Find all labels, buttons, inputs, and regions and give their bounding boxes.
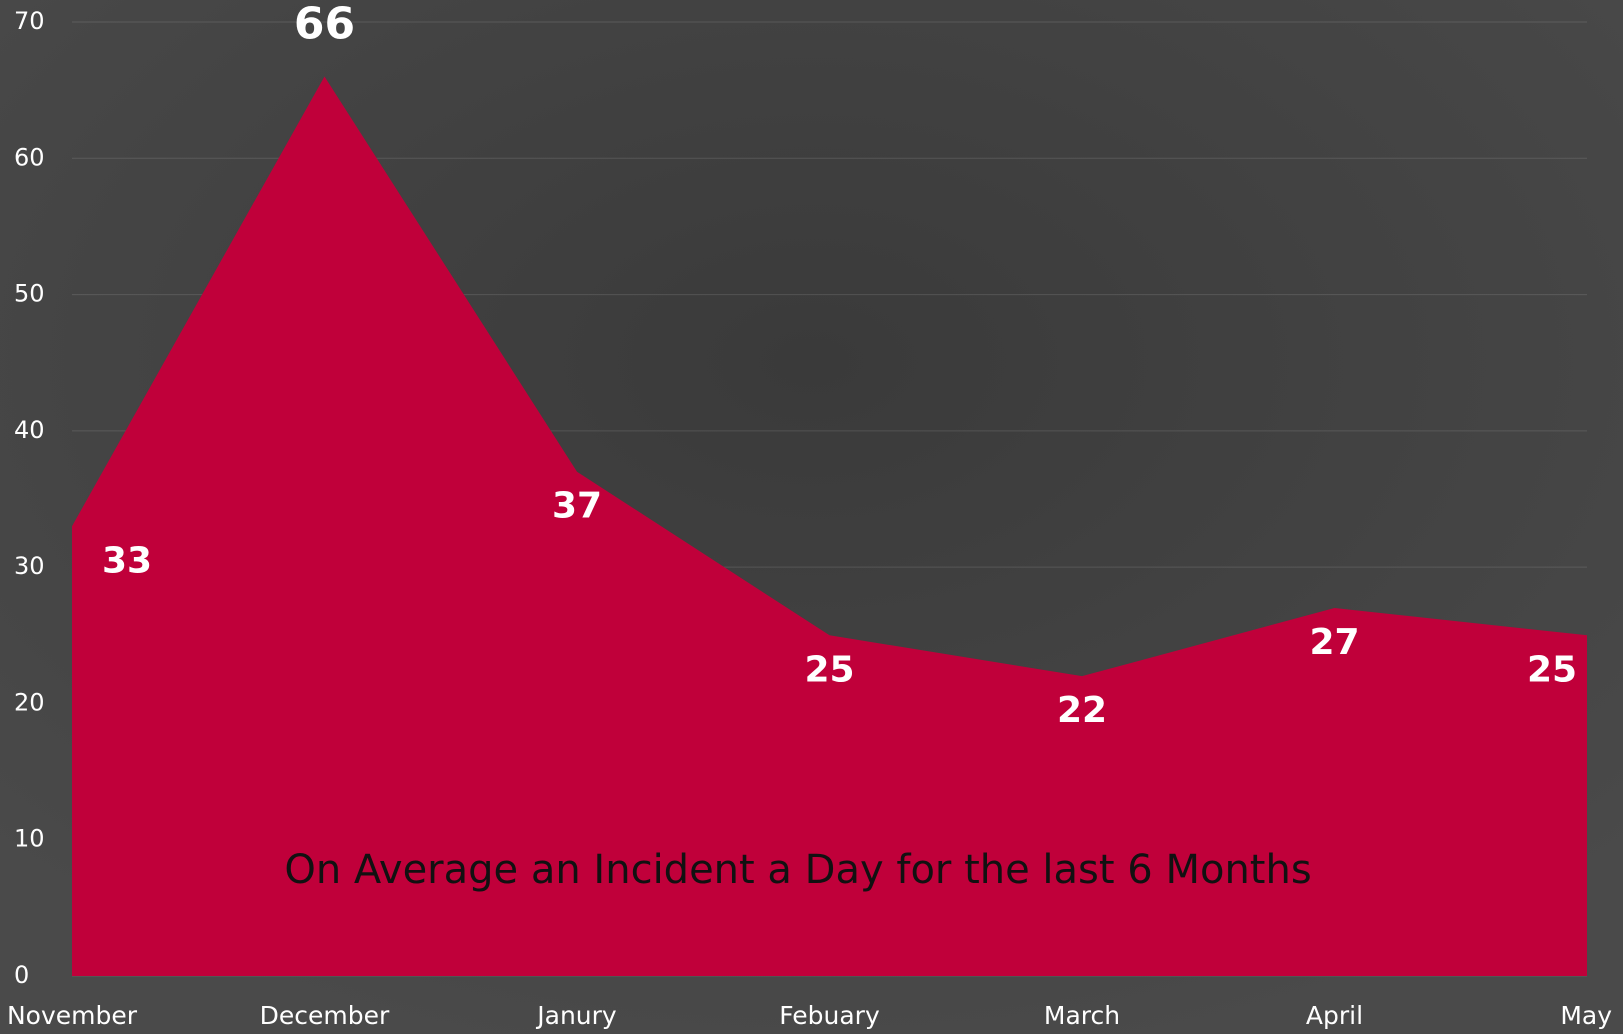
x-tick-label: Janury: [535, 1001, 617, 1030]
y-tick-label: 60: [14, 143, 45, 171]
data-label: 33: [102, 540, 152, 581]
annotation: On Average an Incident a Day for the las…: [284, 847, 1311, 893]
data-label: 27: [1309, 622, 1359, 663]
x-tick-label: May: [1560, 1001, 1612, 1030]
x-tick-label: Febuary: [779, 1001, 880, 1030]
data-label: 25: [1527, 649, 1577, 690]
y-tick-label: 70: [14, 7, 45, 35]
x-tick-label: March: [1044, 1001, 1120, 1030]
x-tick-label: November: [7, 1001, 138, 1030]
data-label: 66: [294, 0, 355, 50]
data-label: 37: [552, 486, 602, 527]
y-tick-label: 50: [14, 280, 45, 308]
x-tick-label: April: [1306, 1001, 1363, 1030]
y-tick-label: 30: [14, 552, 45, 580]
y-tick-label: 40: [14, 416, 45, 444]
y-tick-label: 10: [14, 825, 45, 853]
data-label: 22: [1057, 690, 1107, 731]
chart: 0 10 20 30 40 50 60 70 33 66 37 25 22 27 25 November Dec…: [0, 0, 1623, 1034]
y-tick-label: 20: [14, 688, 45, 716]
data-label: 25: [804, 649, 854, 690]
x-tick-label: December: [260, 1001, 390, 1030]
y-tick-label: 0: [14, 961, 29, 989]
